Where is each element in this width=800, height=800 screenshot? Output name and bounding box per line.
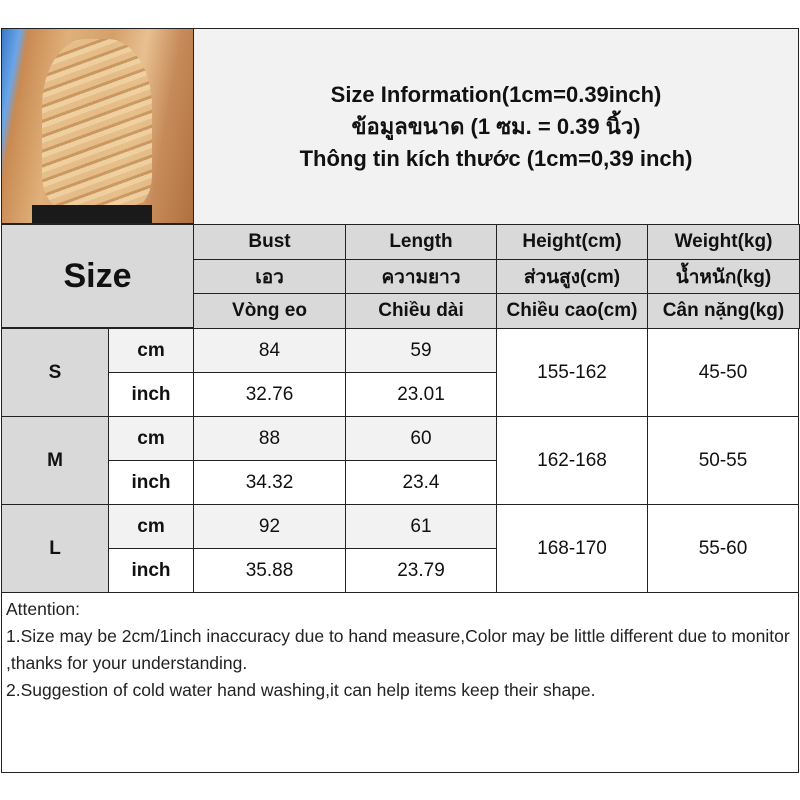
unit-cm-label: cm [108,328,194,373]
column-header-length-en: Length [345,224,497,260]
column-header-bust-th: เอว [193,259,346,294]
column-header-length-vi: Chiều dài [345,293,497,329]
column-header-bust-vi: Vòng eo [193,293,346,329]
unit-cm-label: cm [108,416,194,461]
title-vietnamese: Thông tin kích thước (1cm=0,39 inch) [299,145,693,171]
size-label: M [1,416,109,505]
weight-value: 50-55 [647,416,799,505]
attention-line-1: 1.Size may be 2cm/1inch inaccuracy due t… [6,626,790,673]
column-header-length-th: ความยาว [345,259,497,294]
size-info-title: Size Information(1cm=0.39inch) ข้อมูลขนา… [193,28,799,225]
bust-cm-value: 92 [193,504,346,549]
attention-heading: Attention: [6,599,80,619]
length-cm-value: 61 [345,504,497,549]
bust-inch-value: 34.32 [193,460,346,505]
unit-inch-label: inch [108,548,194,593]
bust-inch-value: 35.88 [193,548,346,593]
height-value: 155-162 [496,328,648,417]
product-photo [1,28,194,224]
attention-line-2: 2.Suggestion of cold water hand washing,… [6,680,596,700]
unit-inch-label: inch [108,460,194,505]
title-thai: ข้อมูลขนาด (1 ซม. = 0.39 นิ้ว) [351,113,641,139]
size-label: L [1,504,109,593]
column-header-height-en: Height(cm) [496,224,648,260]
unit-inch-label: inch [108,372,194,417]
column-header-weight-vi: Cân nặng(kg) [647,293,800,329]
column-header-weight-en: Weight(kg) [647,224,800,260]
bust-cm-value: 84 [193,328,346,373]
unit-cm-label: cm [108,504,194,549]
length-cm-value: 60 [345,416,497,461]
bust-inch-value: 32.76 [193,372,346,417]
length-cm-value: 59 [345,328,497,373]
bust-cm-value: 88 [193,416,346,461]
length-inch-value: 23.79 [345,548,497,593]
length-inch-value: 23.4 [345,460,497,505]
height-value: 162-168 [496,416,648,505]
column-header-weight-th: น้ำหนัก(kg) [647,259,800,294]
column-header-height-th: ส่วนสูง(cm) [496,259,648,294]
halter-top-garment [42,39,152,209]
length-inch-value: 23.01 [345,372,497,417]
size-label: S [1,328,109,417]
height-value: 168-170 [496,504,648,593]
attention-notes: Attention: 1.Size may be 2cm/1inch inacc… [1,592,799,773]
weight-value: 55-60 [647,504,799,593]
column-header-height-vi: Chiều cao(cm) [496,293,648,329]
column-header-bust-en: Bust [193,224,346,260]
pants [32,205,152,223]
weight-value: 45-50 [647,328,799,417]
title-english: Size Information(1cm=0.39inch) [330,81,662,107]
size-header: Size [1,224,194,328]
